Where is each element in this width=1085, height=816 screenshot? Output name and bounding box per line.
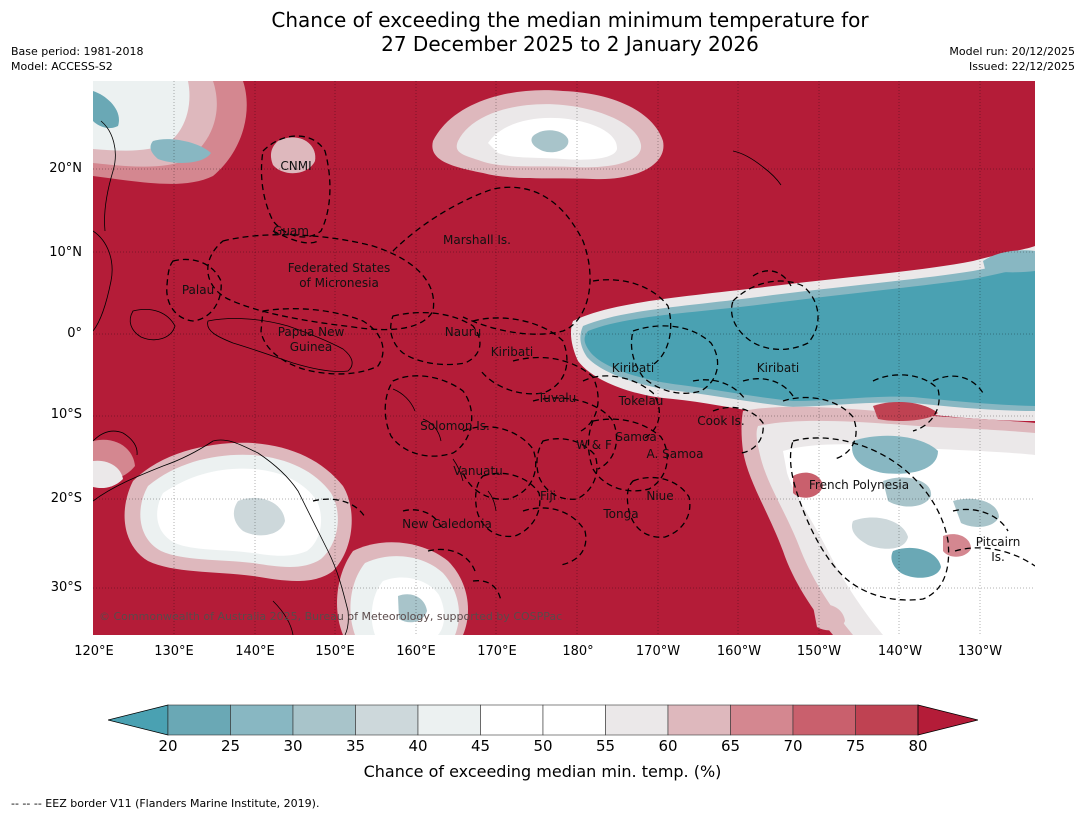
lat-label-10s: 10°S [50, 407, 82, 422]
region-label-nauru: Nauru [444, 325, 482, 339]
colorbar-segment [292, 704, 356, 736]
colorbar-tick-label: 35 [345, 737, 366, 755]
colorbar-segment [480, 704, 544, 736]
region-label-tokelau: Tokelau [618, 394, 664, 408]
colorbar-tick-label: 40 [408, 737, 428, 755]
colorbar-segment [855, 704, 919, 736]
lat-label-10n: 10°N [49, 245, 82, 260]
region-label-fiji: Fiji [539, 489, 557, 503]
colorbar-arrow-high [917, 704, 978, 736]
lon-label-130w: 130°W [957, 644, 1003, 659]
meta-left: Base period: 1981-2018 Model: ACCESS-S2 [11, 44, 143, 74]
southeast-pacific-patch [741, 401, 1035, 635]
colorbar [108, 704, 978, 736]
copyright-notice: © Commonwealth of Australia 2025, Bureau… [99, 610, 563, 623]
lat-label-30s: 30°S [50, 580, 82, 595]
colorbar-segment [542, 704, 606, 736]
model-name: Model: ACCESS-S2 [11, 60, 113, 73]
map-panel [93, 81, 1035, 635]
region-label-palau: Palau [181, 283, 215, 297]
colorbar-tick-label: 50 [533, 737, 553, 755]
region-label-solomon: Solomon Is. [420, 419, 490, 433]
region-label-kiribati-central: Kiribati [611, 361, 655, 375]
region-label-wallis-futuna: W & F [576, 438, 612, 452]
lon-label-120e: 120°E [74, 644, 114, 659]
colorbar-tick-label: 45 [470, 737, 491, 755]
australia-patch [93, 439, 352, 581]
northwest-patch [93, 81, 316, 184]
colorbar-tick-label: 75 [845, 737, 866, 755]
region-label-png-2: Guinea [289, 340, 333, 354]
meta-right: Model run: 20/12/2025 Issued: 22/12/2025 [949, 44, 1075, 74]
region-label-new-caledonia: New Caledonia [402, 517, 492, 531]
map-svg [93, 81, 1035, 635]
north-pacific-patch [432, 90, 664, 180]
lon-label-180: 180° [562, 644, 594, 659]
colorbar-segments [108, 704, 978, 736]
equatorial-cool-tongue [570, 246, 1035, 421]
issued-date: Issued: 22/12/2025 [968, 60, 1075, 73]
lon-label-140w: 140°W [877, 644, 923, 659]
colorbar-tick-label: 30 [283, 737, 303, 755]
eez-borders [166, 135, 1035, 602]
lon-label-130e: 130°E [154, 644, 194, 659]
base-period: Base period: 1981-2018 [11, 45, 144, 58]
region-label-fsm-2: of Micronesia [299, 276, 379, 290]
region-label-fsm-1: Federated States [287, 261, 391, 275]
region-label-american-samoa: A. Samoa [646, 447, 704, 461]
tasman-patch [337, 542, 845, 635]
colorbar-tick-label: 60 [658, 737, 678, 755]
colorbar-segment [792, 704, 856, 736]
colorbar-tick-label: 70 [783, 737, 803, 755]
lon-label-170w: 170°W [635, 644, 681, 659]
lat-label-20s: 20°S [50, 491, 82, 506]
region-label-cnmi: CNMI [280, 159, 312, 173]
colorbar-tick-label: 80 [908, 737, 928, 755]
chart-title: Chance of exceeding the median minimum t… [0, 8, 1085, 56]
colorbar-segment [417, 704, 481, 736]
colorbar-segment [230, 704, 294, 736]
colorbar-tick-label: 65 [720, 737, 741, 755]
region-label-cook: Cook Is. [697, 414, 745, 428]
coastlines [93, 120, 782, 635]
region-label-french-polynesia: French Polynesia [808, 478, 910, 492]
lat-label-20n: 20°N [49, 161, 82, 176]
region-label-samoa: Samoa [615, 430, 657, 444]
lon-label-150w: 150°W [796, 644, 842, 659]
colorbar-segment [167, 704, 231, 736]
colorbar-tick-label: 25 [220, 737, 241, 755]
region-label-tuvalu: Tuvalu [537, 391, 577, 405]
region-label-png-1: Papua New [277, 325, 345, 339]
region-label-pitcairn-1: Pitcairn [975, 535, 1021, 549]
lon-label-140e: 140°E [235, 644, 275, 659]
title-line-2: 27 December 2025 to 2 January 2026 [381, 32, 759, 56]
model-run: Model run: 20/12/2025 [949, 45, 1075, 58]
region-label-marshall: Marshall Is. [443, 233, 511, 247]
region-label-niue: Niue [646, 489, 674, 503]
title-line-1: Chance of exceeding the median minimum t… [271, 8, 869, 32]
lon-label-160w: 160°W [716, 644, 762, 659]
region-label-vanuatu: Vanuatu [453, 464, 503, 478]
region-label-kiribati-east: Kiribati [756, 361, 800, 375]
colorbar-title: Chance of exceeding median min. temp. (%… [363, 762, 722, 781]
colorbar-arrow-low [108, 704, 169, 736]
region-label-pitcairn-2: Is. [991, 550, 1005, 564]
lon-label-160e: 160°E [396, 644, 436, 659]
footnote-eez: -- -- -- EEZ border V11 (Flanders Marine… [11, 797, 320, 810]
region-label-kiribati-west: Kiribati [490, 345, 534, 359]
colorbar-tick-label: 55 [595, 737, 616, 755]
region-label-tonga: Tonga [603, 507, 639, 521]
colorbar-segment [355, 704, 419, 736]
colorbar-segment [667, 704, 731, 736]
colorbar-segment [730, 704, 794, 736]
colorbar-tick-label: 20 [158, 737, 178, 755]
lon-label-150e: 150°E [315, 644, 355, 659]
lon-label-170e: 170°E [477, 644, 517, 659]
colorbar-segment [605, 704, 669, 736]
region-label-guam: Guam [273, 224, 309, 238]
lat-label-0: 0° [67, 326, 82, 341]
